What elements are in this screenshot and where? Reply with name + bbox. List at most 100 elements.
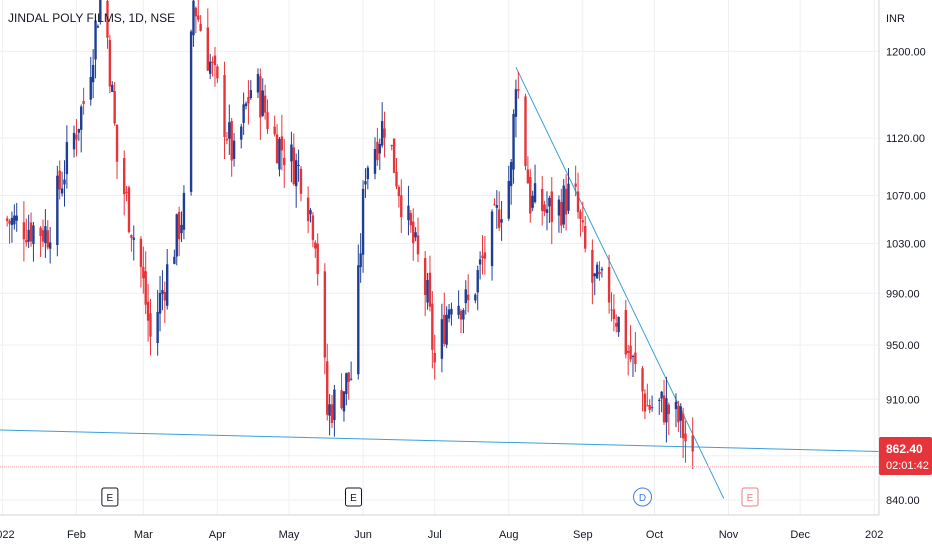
candle: [548, 195, 551, 224]
candle: [278, 137, 281, 177]
candle: [39, 225, 42, 258]
candle: [507, 165, 510, 221]
time-tick-label: Aug: [499, 529, 519, 541]
candle: [665, 376, 668, 443]
currency-label: INR: [886, 13, 905, 25]
candle: [495, 190, 499, 229]
last-price-value: 862.40: [886, 442, 923, 456]
candle: [364, 168, 367, 198]
candle: [199, 15, 202, 32]
candle: [349, 361, 353, 381]
candle: [610, 292, 613, 322]
candle: [674, 393, 678, 428]
candle: [280, 114, 284, 171]
candle: [481, 235, 484, 275]
candle: [464, 280, 467, 315]
candle: [598, 261, 601, 281]
candle: [194, 6, 198, 34]
candle: [22, 201, 26, 262]
candle: [541, 175, 544, 226]
candle: [447, 303, 451, 323]
candle: [593, 272, 596, 296]
candle: [509, 159, 513, 205]
candle: [340, 373, 343, 410]
candle: [77, 128, 81, 141]
candle: [311, 212, 315, 248]
candle: [72, 125, 76, 158]
candle: [27, 214, 30, 249]
candle: [108, 34, 112, 94]
candle: [56, 165, 59, 257]
candle: [591, 239, 594, 305]
candle: [144, 251, 147, 315]
candle: [244, 101, 248, 110]
candle: [306, 186, 310, 234]
price-tick-label: 990.00: [886, 288, 920, 300]
candle: [400, 179, 403, 233]
candle: [65, 125, 69, 189]
candle: [615, 314, 618, 333]
candle: [650, 395, 654, 412]
svg-text:E: E: [747, 493, 754, 504]
candle: [158, 276, 162, 332]
candle: [273, 115, 276, 137]
candle: [266, 99, 269, 134]
event-marker-dividend: D: [633, 487, 653, 507]
candle: [132, 225, 135, 261]
event-marker-earnings-upcoming: E: [741, 487, 759, 507]
time-axis-panel[interactable]: [0, 515, 932, 550]
price-tick-label: 1070.00: [886, 191, 926, 203]
candle: [58, 160, 61, 200]
price-tick-label: 950.00: [886, 340, 920, 352]
candle: [433, 334, 436, 380]
price-tick-label: 910.00: [886, 394, 920, 406]
candle: [347, 372, 350, 400]
candle: [208, 53, 212, 80]
candle: [106, 0, 109, 49]
candle: [646, 383, 649, 407]
candle: [192, 0, 195, 47]
candle: [173, 249, 176, 265]
candle: [612, 294, 616, 332]
price-tick-label: 1120.00: [886, 133, 925, 145]
event-marker-earnings: E: [345, 487, 363, 507]
candle: [600, 266, 604, 278]
candle: [584, 215, 587, 253]
time-axis-ticks: 2022 Feb Mar Apr May Jun Jul Aug Sep Oct Nov Dec 202: [0, 529, 883, 541]
candle: [228, 104, 231, 155]
candle: [443, 292, 446, 347]
candle: [498, 191, 501, 231]
candle: [378, 138, 381, 170]
candles: [5, 0, 694, 470]
candle: [595, 261, 599, 279]
price-tick-label: 840.00: [886, 495, 920, 507]
time-tick-label: Jul: [428, 529, 442, 541]
candle: [330, 394, 334, 429]
candle: [395, 157, 398, 190]
candle: [450, 302, 453, 326]
candle: [416, 217, 420, 263]
candle: [161, 270, 164, 311]
time-tick-label: Mar: [134, 529, 153, 541]
svg-text:E: E: [350, 493, 357, 504]
bar-countdown: 02:01:42: [886, 460, 929, 472]
time-tick-label: 202: [865, 529, 883, 541]
time-tick-label: Apr: [209, 529, 226, 541]
candle: [294, 153, 298, 208]
candle: [163, 281, 167, 324]
candle: [428, 255, 432, 312]
candle: [560, 188, 563, 234]
candle: [177, 206, 181, 257]
price-axis-panel[interactable]: [879, 0, 932, 515]
candle: [292, 133, 295, 186]
candle: [691, 417, 694, 470]
candle: [431, 291, 434, 369]
svg-text:D: D: [639, 493, 646, 504]
candle: [206, 8, 210, 72]
candle: [359, 233, 362, 283]
candle: [562, 179, 565, 228]
candle: [247, 80, 250, 125]
candle: [113, 82, 116, 126]
candle: [440, 303, 444, 373]
